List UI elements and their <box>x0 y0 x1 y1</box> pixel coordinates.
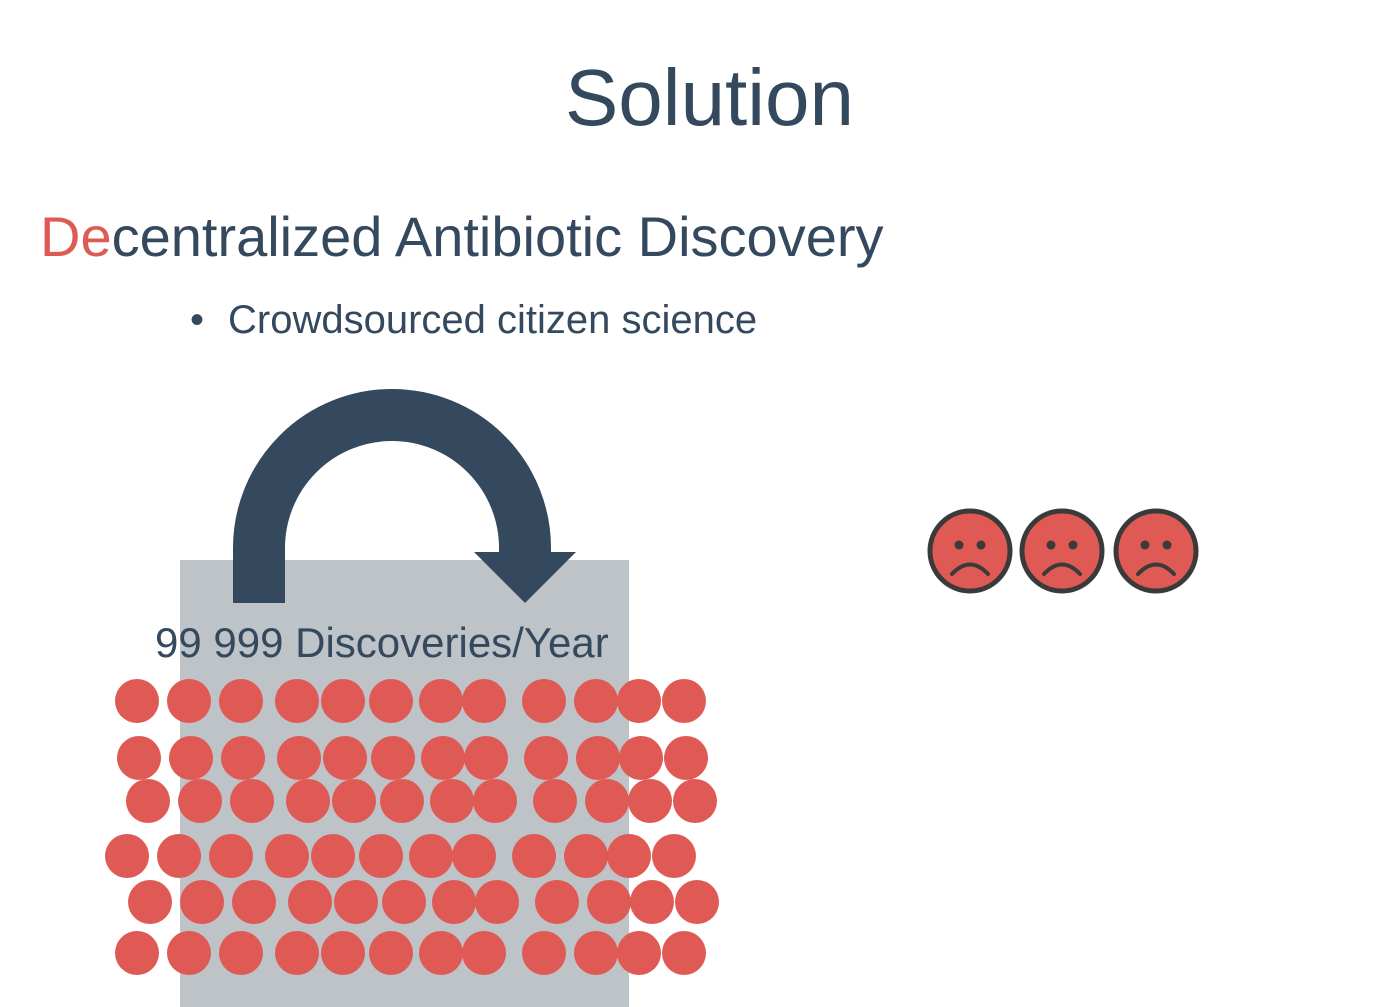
discovery-dot <box>126 779 170 823</box>
discovery-dot <box>462 679 506 723</box>
discovery-dot <box>421 736 465 780</box>
discovery-dot <box>512 834 556 878</box>
discovery-dot <box>167 679 211 723</box>
discovery-dot <box>564 834 608 878</box>
discovery-dot <box>607 834 651 878</box>
discovery-dot <box>619 736 663 780</box>
discovery-dot <box>323 736 367 780</box>
bullet-text: Crowdsourced citizen science <box>228 298 758 342</box>
discovery-dot <box>117 736 161 780</box>
discovery-dot <box>157 834 201 878</box>
discovery-dot <box>522 931 566 975</box>
sad-face-icon <box>927 508 1013 594</box>
discovery-dot <box>617 679 661 723</box>
discovery-dot <box>664 736 708 780</box>
discovery-dot <box>662 679 706 723</box>
discovery-dot <box>180 880 224 924</box>
discoveries-label: 99 999 Discoveries/Year <box>155 619 609 666</box>
discovery-dot <box>533 779 577 823</box>
discovery-dot <box>128 880 172 924</box>
sad-face-icon <box>1113 508 1199 594</box>
discovery-dot <box>524 736 568 780</box>
discovery-dot <box>265 834 309 878</box>
discovery-dot <box>432 880 476 924</box>
discovery-dot <box>371 736 415 780</box>
discovery-dot <box>275 931 319 975</box>
heading-accent: De <box>40 205 112 268</box>
discovery-dot <box>105 834 149 878</box>
discovery-dot <box>382 880 426 924</box>
discovery-dot <box>321 679 365 723</box>
discovery-dot <box>452 834 496 878</box>
discovery-dot <box>574 931 618 975</box>
discovery-dot <box>369 931 413 975</box>
bullet-item: • Crowdsourced citizen science <box>190 294 757 346</box>
discovery-dot <box>380 779 424 823</box>
discovery-dot <box>430 779 474 823</box>
discovery-dot <box>464 736 508 780</box>
discovery-dot <box>475 880 519 924</box>
discovery-dot <box>232 880 276 924</box>
discovery-dot <box>230 779 274 823</box>
heading-rest: centralized Antibiotic Discovery <box>111 205 884 268</box>
discovery-dot <box>167 931 211 975</box>
discovery-dot <box>628 779 672 823</box>
discovery-dot <box>311 834 355 878</box>
discovery-dot <box>277 736 321 780</box>
slide-title: Solution <box>564 53 855 142</box>
discovery-dot <box>673 779 717 823</box>
discovery-dot <box>585 779 629 823</box>
discovery-dot <box>535 880 579 924</box>
discovery-dot <box>369 679 413 723</box>
discovery-dot <box>332 779 376 823</box>
discovery-dot <box>675 880 719 924</box>
discovery-dot <box>576 736 620 780</box>
discovery-dot <box>115 679 159 723</box>
discovery-dot <box>587 880 631 924</box>
discovery-dot <box>178 779 222 823</box>
discovery-dot <box>334 880 378 924</box>
discovery-dot <box>209 834 253 878</box>
discovery-dot <box>462 931 506 975</box>
discovery-dot <box>574 679 618 723</box>
discovery-dot <box>652 834 696 878</box>
bullet-symbol: • <box>190 298 205 342</box>
discovery-dot <box>286 779 330 823</box>
discovery-dot <box>275 679 319 723</box>
discovery-dot <box>630 880 674 924</box>
discovery-dot <box>617 931 661 975</box>
discovery-dot <box>419 679 463 723</box>
slide-heading: Decentralized Antibiotic Discovery <box>40 202 883 272</box>
discovery-dot <box>359 834 403 878</box>
discovery-dot <box>419 931 463 975</box>
discovery-dot <box>221 736 265 780</box>
discovery-dot <box>219 679 263 723</box>
discovery-dot <box>115 931 159 975</box>
discovery-dot <box>522 679 566 723</box>
sad-face-icon <box>1019 508 1105 594</box>
discovery-dot <box>409 834 453 878</box>
discovery-dot <box>169 736 213 780</box>
discovery-dot <box>321 931 365 975</box>
discovery-dot <box>288 880 332 924</box>
discovery-dot <box>473 779 517 823</box>
discovery-dot <box>219 931 263 975</box>
discovery-dot <box>662 931 706 975</box>
